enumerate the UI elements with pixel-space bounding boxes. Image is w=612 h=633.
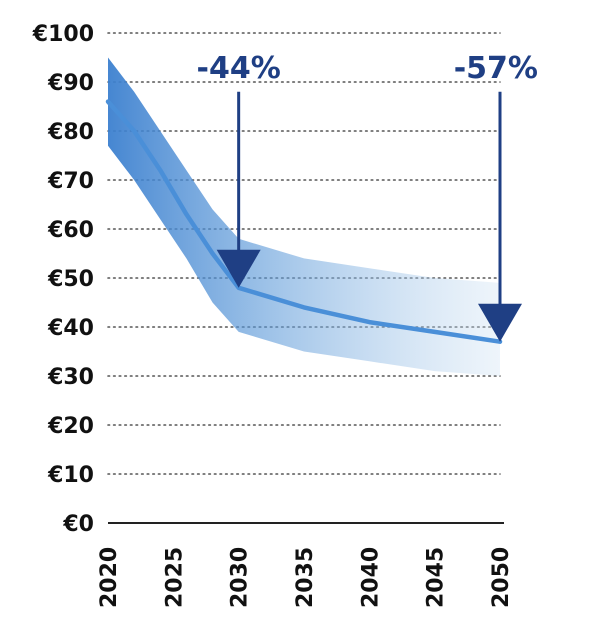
x-tick-label: 2050	[489, 547, 514, 608]
x-tick-label: 2020	[97, 547, 122, 608]
y-tick-label: €50	[47, 267, 94, 292]
series-line	[105, 99, 503, 344]
y-tick-label: €80	[47, 120, 94, 145]
y-axis-tick-labels: €0 €10 €20 €30 €40 €50 €60 €70 €80 €90 €100	[32, 22, 94, 537]
grid-lines	[107, 32, 501, 475]
x-tick-label: 2045	[424, 547, 449, 608]
x-tick-label: 2040	[358, 547, 383, 608]
x-tick-label: 2025	[162, 547, 187, 608]
annotations-layer: -44% -57%	[197, 51, 538, 342]
x-tick-label: 2030	[228, 547, 253, 608]
y-tick-label: €90	[47, 71, 94, 96]
y-tick-label: €30	[47, 365, 94, 390]
annotation-label: -44%	[197, 51, 281, 86]
x-tick-label: 2035	[293, 547, 318, 608]
y-tick-label: €10	[47, 463, 94, 488]
y-tick-label: €40	[47, 316, 94, 341]
annotation-label: -57%	[454, 51, 538, 86]
y-tick-label: €70	[47, 169, 94, 194]
annotation-arrow-head	[478, 303, 522, 342]
uncertainty-band	[108, 57, 500, 376]
y-tick-label: €20	[47, 414, 94, 439]
y-tick-label: €100	[32, 22, 94, 47]
annotation-arrow-head	[216, 249, 261, 288]
y-tick-label: €60	[47, 218, 94, 243]
uncertainty-band-layer	[108, 57, 500, 376]
x-axis-tick-labels: 2020 2025 2030 2035 2040 2045 2050	[97, 547, 514, 608]
y-tick-label: €0	[62, 512, 94, 537]
